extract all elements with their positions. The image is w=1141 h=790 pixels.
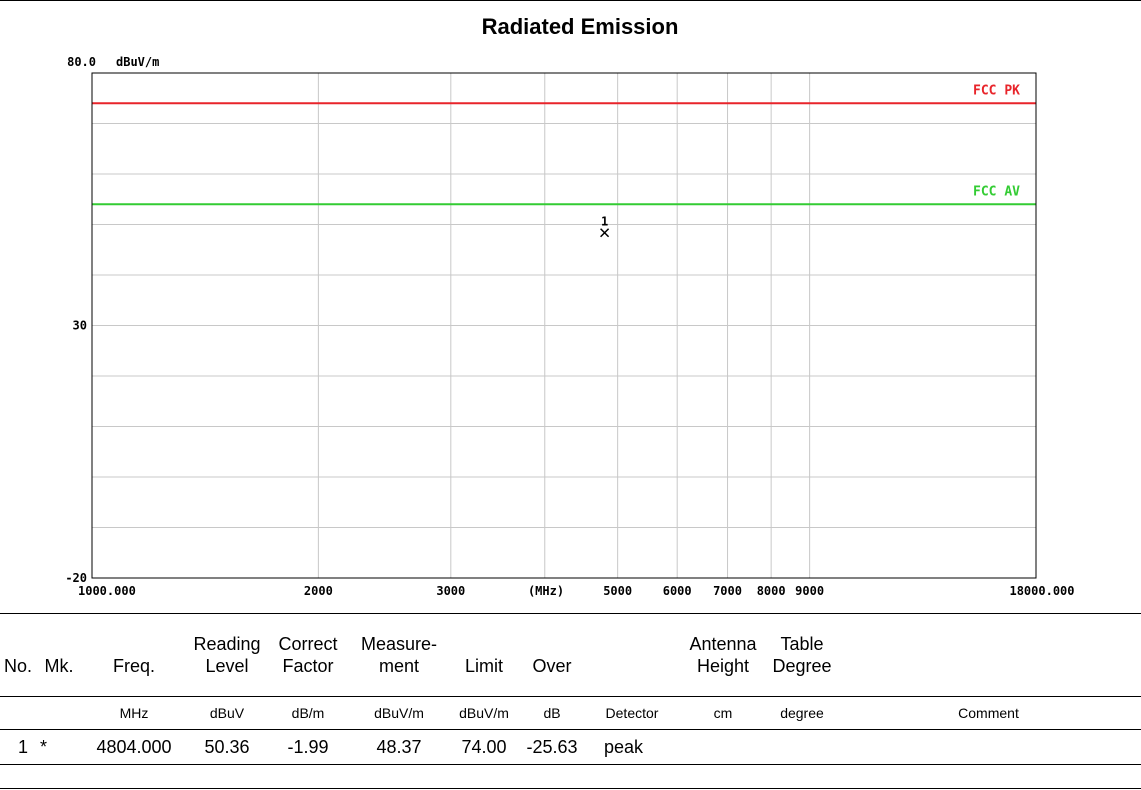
x-tick-label: 7000 — [713, 584, 742, 598]
marker-label: 1 — [601, 215, 608, 229]
y-tick-label: 80.0 — [67, 55, 96, 69]
x-axis-unit-label: (MHz) — [528, 584, 564, 598]
x-tick-label: 1000.000 — [78, 584, 136, 598]
table-cell — [678, 729, 768, 765]
plot-frame — [91, 72, 1037, 579]
table-header-freq: Freq. — [82, 613, 186, 697]
table-cell: 50.36 — [186, 729, 268, 765]
radiated-emission-chart: Radiated Emission dBuV/m (MHz) FCC PKFCC… — [65, 14, 1074, 598]
table-header-detector — [586, 613, 678, 697]
x-tick-label: 3000 — [436, 584, 465, 598]
x-tick-label: 5000 — [603, 584, 632, 598]
table-cell: -1.99 — [268, 729, 348, 765]
table-header-mk: Mk. — [36, 613, 82, 697]
table-header-reading: Reading Level — [186, 613, 268, 697]
table-cell — [836, 729, 1141, 765]
unit-cell: dBuV/m — [348, 696, 450, 730]
table-header-measurement: Measure-ment — [348, 613, 450, 697]
bottom-border — [0, 788, 1141, 789]
unit-cell — [0, 696, 36, 730]
table-header-comment — [836, 613, 1141, 697]
x-tick-label: 9000 — [795, 584, 824, 598]
table-header-over: Over — [518, 613, 586, 697]
x-tick-label: 18000.000 — [1009, 584, 1074, 598]
table-cell: 48.37 — [348, 729, 450, 765]
x-tick-label: 6000 — [663, 584, 692, 598]
top-border — [0, 0, 1141, 1]
table-row: 1 * 4804.000 50.36 -1.99 48.37 74.00 -25.63 peak — [0, 729, 1141, 765]
limit-lines: FCC PK FCC AV — [92, 83, 1036, 206]
unit-cell: dBuV — [186, 696, 268, 730]
table-cell: 1 — [0, 729, 36, 765]
table-units-row: MHz dBuV dB/m dBuV/m dBuV/m dB Detector cm degre… — [0, 696, 1141, 730]
table-header-table_deg: Table Degree — [768, 613, 836, 697]
unit-cell: MHz — [82, 696, 186, 730]
x-tick-label: 2000 — [304, 584, 333, 598]
y-tick-label: -20 — [65, 571, 87, 585]
unit-cell: dB — [518, 696, 586, 730]
table-cell: peak — [586, 729, 678, 765]
table-header-row: No. Mk. Freq. Reading Level Correct Factor Meas… — [0, 613, 1141, 697]
table-cell: * — [36, 729, 82, 765]
table-cell: 4804.000 — [82, 729, 186, 765]
limit-label: FCC AV — [973, 184, 1020, 199]
unit-cell: dBuV/m — [450, 696, 518, 730]
chart-title: Radiated Emission — [482, 14, 679, 39]
table-header-antenna: Antenna Height — [678, 613, 768, 697]
unit-cell: cm — [678, 696, 768, 730]
marker-points: 1 — [600, 215, 610, 238]
unit-cell: Comment — [836, 696, 1141, 730]
marker-cross — [600, 228, 610, 238]
results-table: No. Mk. Freq. Reading Level Correct Factor Meas… — [0, 613, 1141, 765]
unit-cell — [36, 696, 82, 730]
unit-cell: Detector — [586, 696, 678, 730]
table-cell: -25.63 — [518, 729, 586, 765]
y-tick-label: 30 — [73, 319, 87, 333]
unit-cell: dB/m — [268, 696, 348, 730]
y-axis-unit-label: dBuV/m — [116, 55, 159, 69]
table-cell — [768, 729, 836, 765]
table-header-no: No. — [0, 613, 36, 697]
x-tick-label: 8000 — [757, 584, 786, 598]
table-cell: 74.00 — [450, 729, 518, 765]
table-header-limit: Limit — [450, 613, 518, 697]
limit-label: FCC PK — [973, 83, 1020, 98]
unit-cell: degree — [768, 696, 836, 730]
grid-lines — [92, 73, 1036, 578]
table-header-correct: Correct Factor — [268, 613, 348, 697]
